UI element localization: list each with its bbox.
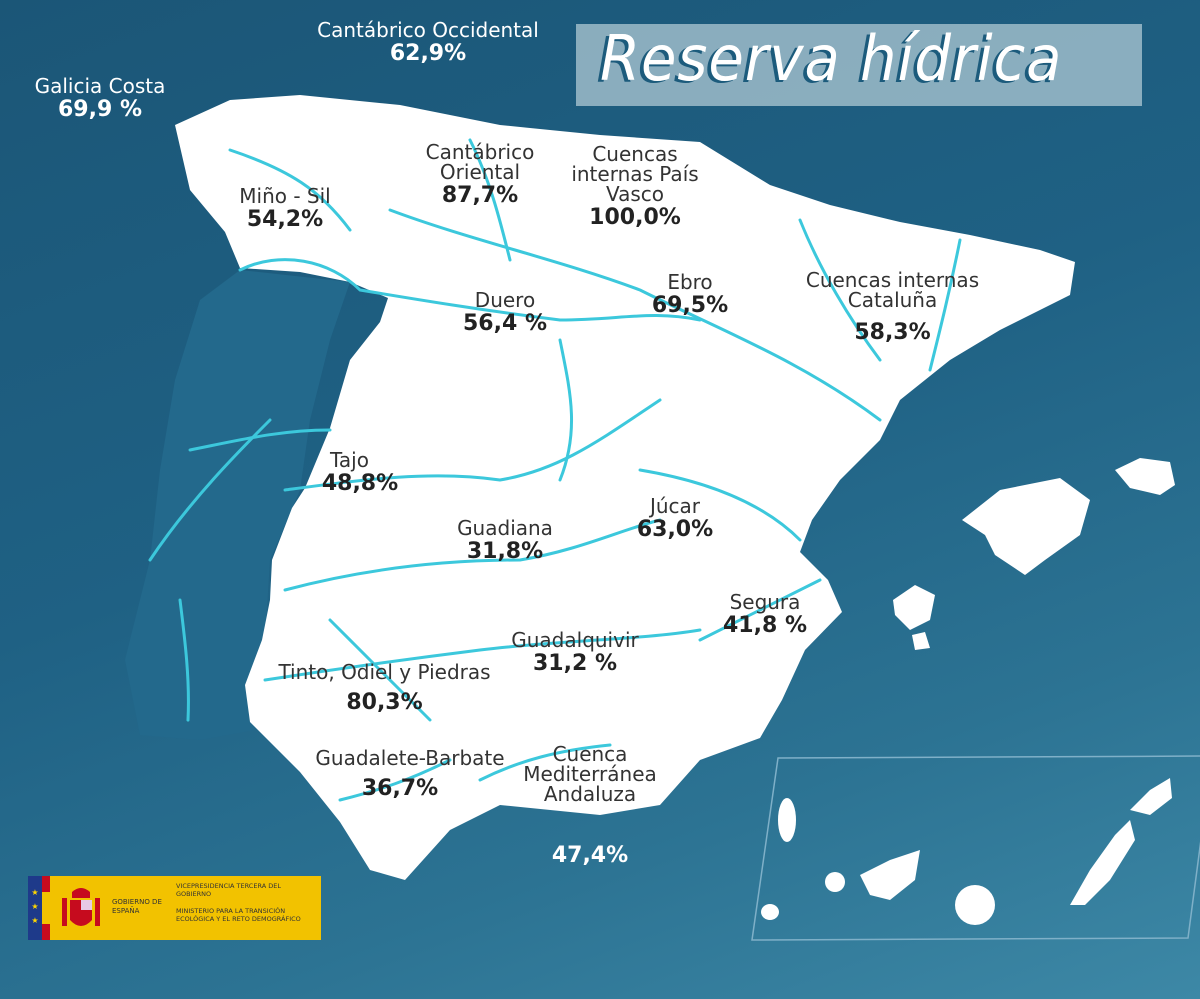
basin-name: Cantábrico Occidental [317, 18, 539, 42]
basin-value: 69,9 % [58, 97, 142, 122]
basin-value: 31,2 % [533, 651, 617, 676]
basin-name: Segura [729, 590, 801, 614]
basin-value: 36,7% [361, 776, 439, 801]
basin-name: Tajo [330, 448, 369, 472]
basin-label: Tajo 48,8% [300, 450, 420, 495]
basin-name: Cuencas internas Cataluña [805, 268, 980, 312]
basin-label: Júcar 63,0% [615, 496, 735, 541]
basin-value: 63,0% [636, 517, 714, 542]
basin-name: Miño - Sil [239, 184, 331, 208]
basin-value: 54,2% [246, 207, 324, 232]
spain-flag-stripe [42, 876, 50, 940]
basin-value: 31,8% [466, 539, 544, 564]
basin-name: Guadiana [457, 516, 553, 540]
basin-value: 47,4% [551, 843, 629, 868]
basin-label: Cuencas internas País Vasco 100,0% [570, 144, 700, 229]
basin-value: 48,8% [321, 471, 399, 496]
basin-name: Cuenca Mediterránea Andaluza [523, 742, 657, 806]
basin-name: Guadalquivir [511, 628, 639, 652]
eu-flag: ★ ★ ★ [28, 876, 42, 940]
basin-value: 58,3% [854, 320, 931, 345]
basin-name: Galicia Costa [34, 74, 166, 98]
basin-value: 100,0% [589, 205, 681, 230]
peninsula-spain [175, 95, 1075, 880]
basin-name: Cuencas internas País Vasco [571, 142, 699, 206]
basin-label: Cantábrico Occidental 62,9% [298, 20, 558, 65]
rivers [148, 138, 962, 802]
canary-islands-frame [751, 755, 1200, 941]
basin-name: Júcar [649, 494, 701, 518]
basin-label: Galicia Costa 69,9 % [20, 76, 180, 121]
basin-label: Tinto, Odiel y Piedras 80,3% [262, 662, 507, 714]
basin-label: Miño - Sil 54,2% [210, 186, 360, 231]
basin-value: 69,5% [651, 293, 729, 318]
gobierno-text: GOBIERNO DE ESPAÑA [112, 898, 162, 915]
basin-value: 62,9% [389, 41, 467, 66]
basin-label: Guadiana 31,8% [435, 518, 575, 563]
gobierno-logo: ★ ★ ★ GOBIERNO DE ESPAÑA VICEPRESIDENCIA T… [28, 876, 321, 940]
basin-value: 56,4 % [463, 311, 547, 336]
basin-label: Cuencas internas Cataluña 58,3% [790, 270, 995, 344]
basin-name: Ebro [667, 270, 713, 294]
canary-islands [761, 778, 1172, 925]
vicepresidencia-text: VICEPRESIDENCIA TERCERA DEL GOBIERNO [176, 882, 281, 899]
coat-of-arms-icon [62, 888, 100, 926]
basin-label: Duero 56,4 % [440, 290, 570, 335]
basin-value: 41,8 % [723, 613, 807, 638]
basin-name: Tinto, Odiel y Piedras [278, 660, 491, 684]
basin-label: Segura 41,8 % [705, 592, 825, 637]
basin-label: Guadalete-Barbate 36,7% [300, 748, 520, 800]
basin-value-mediterranea: 47,4% [520, 842, 660, 867]
page-title: Reserva hídrica [600, 22, 1063, 95]
basin-value: 87,7% [441, 183, 519, 208]
basin-label: Cuenca Mediterránea Andaluza [510, 744, 670, 804]
ministerio-text: MINISTERIO PARA LA TRANSICIÓN ECOLÓGICA … [176, 907, 301, 924]
basin-value: 80,3% [346, 690, 423, 715]
title-box [576, 24, 1142, 106]
balearic-islands [893, 458, 1175, 650]
basin-name: Duero [474, 288, 536, 312]
basin-label: Guadalquivir 31,2 % [485, 630, 665, 675]
basin-name: Guadalete-Barbate [315, 746, 505, 770]
basin-name: Cantábrico Oriental [425, 140, 535, 184]
basin-label: Cantábrico Oriental 87,7% [405, 142, 555, 207]
basin-label: Ebro 69,5% [630, 272, 750, 317]
